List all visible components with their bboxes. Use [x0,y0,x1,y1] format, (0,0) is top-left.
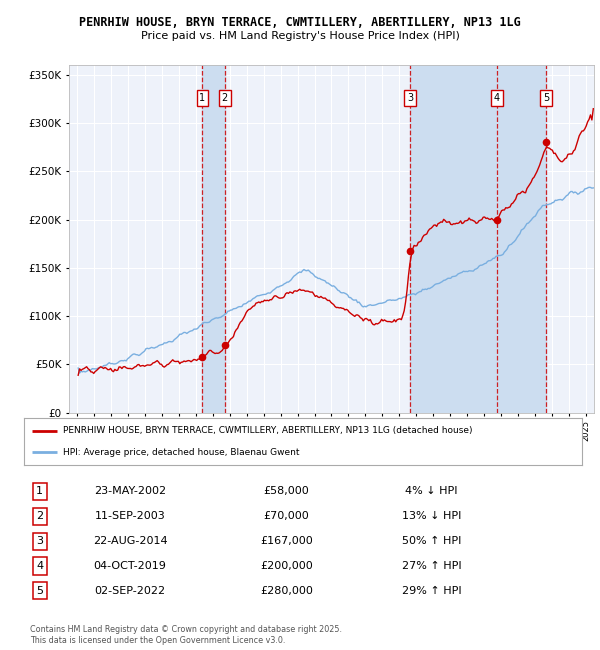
Text: £167,000: £167,000 [260,536,313,546]
Bar [497,65,546,413]
Text: 2: 2 [36,512,43,521]
Text: £280,000: £280,000 [260,586,313,596]
Text: 04-OCT-2019: 04-OCT-2019 [94,561,166,571]
Text: 50% ↑ HPI: 50% ↑ HPI [401,536,461,546]
Text: 5: 5 [36,586,43,596]
Text: 4% ↓ HPI: 4% ↓ HPI [405,486,458,497]
Text: 27% ↑ HPI: 27% ↑ HPI [401,561,461,571]
Bar [202,65,225,413]
Text: 4: 4 [36,561,43,571]
Text: 4: 4 [494,93,500,103]
Text: 13% ↓ HPI: 13% ↓ HPI [401,512,461,521]
Text: PENRHIW HOUSE, BRYN TERRACE, CWMTILLERY, ABERTILLERY, NP13 1LG (detached house): PENRHIW HOUSE, BRYN TERRACE, CWMTILLERY,… [63,426,473,435]
Text: 2: 2 [221,93,228,103]
Text: £58,000: £58,000 [263,486,309,497]
Text: Price paid vs. HM Land Registry's House Price Index (HPI): Price paid vs. HM Land Registry's House … [140,31,460,41]
Text: 5: 5 [543,93,549,103]
Text: 1: 1 [199,93,206,103]
Text: 22-AUG-2014: 22-AUG-2014 [93,536,167,546]
Text: HPI: Average price, detached house, Blaenau Gwent: HPI: Average price, detached house, Blae… [63,448,299,456]
Text: 02-SEP-2022: 02-SEP-2022 [94,586,166,596]
Text: 11-SEP-2003: 11-SEP-2003 [95,512,166,521]
Text: £70,000: £70,000 [263,512,309,521]
Bar [410,65,497,413]
Text: PENRHIW HOUSE, BRYN TERRACE, CWMTILLERY, ABERTILLERY, NP13 1LG: PENRHIW HOUSE, BRYN TERRACE, CWMTILLERY,… [79,16,521,29]
Text: £200,000: £200,000 [260,561,313,571]
Text: 3: 3 [407,93,413,103]
Text: 1: 1 [36,486,43,497]
Text: Contains HM Land Registry data © Crown copyright and database right 2025.
This d: Contains HM Land Registry data © Crown c… [30,625,342,645]
Text: 3: 3 [36,536,43,546]
Text: 29% ↑ HPI: 29% ↑ HPI [401,586,461,596]
Text: 23-MAY-2002: 23-MAY-2002 [94,486,166,497]
